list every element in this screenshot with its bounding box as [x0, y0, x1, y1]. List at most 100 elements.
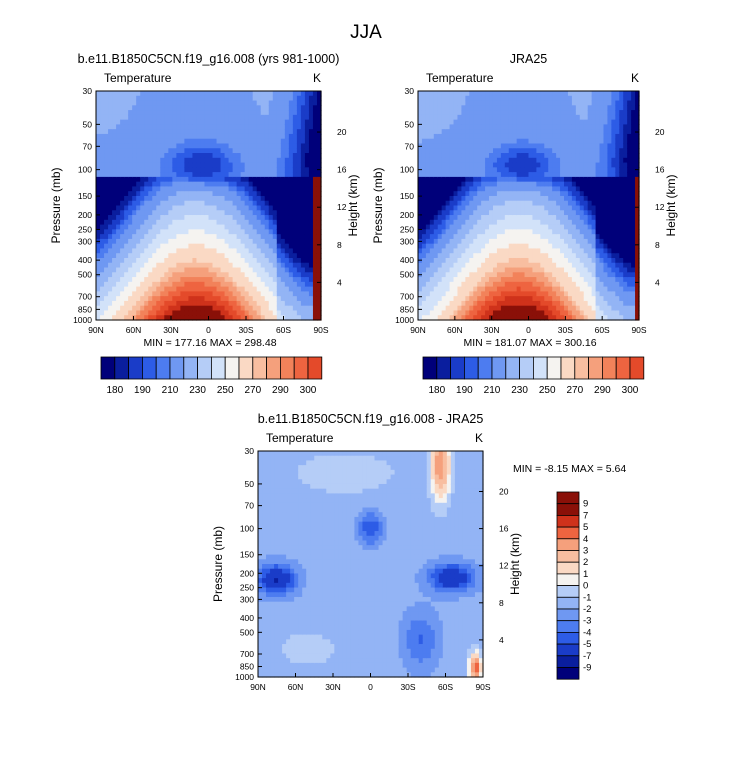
contour-cell	[587, 281, 593, 288]
contour-cell	[232, 119, 238, 125]
contour-cell	[128, 219, 133, 226]
contour-cell	[300, 110, 306, 116]
contour-cell	[236, 95, 242, 102]
contour-cell	[276, 253, 282, 259]
contour-cell	[152, 157, 157, 164]
contour-cell	[228, 186, 234, 192]
contour-cell	[212, 291, 218, 297]
contour-cell	[481, 257, 486, 264]
contour-cell	[244, 129, 250, 135]
contour-cell	[587, 262, 593, 269]
contour-cell	[492, 133, 498, 140]
contour-cell	[477, 305, 482, 312]
contour-cell	[421, 224, 427, 230]
contour-cell	[429, 157, 435, 164]
contour-cell	[587, 310, 593, 316]
contour-cell	[212, 124, 218, 130]
contour-cell	[240, 229, 246, 235]
contour-cell	[477, 138, 482, 145]
contour-cell	[232, 176, 238, 183]
contour-cell	[564, 310, 569, 316]
contour-cell	[591, 143, 597, 149]
contour-cell	[469, 272, 474, 278]
contour-cell	[276, 243, 282, 250]
contour-cell	[196, 300, 202, 307]
contour-cell	[208, 305, 214, 312]
contour-cell	[316, 153, 322, 159]
contour-cell	[595, 153, 601, 159]
contour-cell	[312, 305, 318, 312]
contour-cell	[172, 224, 177, 230]
contour-cell	[512, 210, 518, 216]
contour-cell	[260, 157, 266, 164]
contour-cell	[120, 219, 125, 226]
contour-cell	[236, 167, 242, 173]
contour-cell	[575, 172, 581, 178]
contour-cell	[288, 129, 294, 135]
contour-cell	[587, 157, 593, 164]
contour-cell	[296, 291, 302, 297]
contour-cell	[587, 114, 593, 121]
contour-cell	[477, 253, 482, 259]
contour-cell	[481, 305, 486, 312]
contour-cell	[308, 200, 314, 207]
contour-cell	[176, 110, 181, 116]
contour-cell	[116, 105, 121, 111]
contour-cell	[469, 167, 474, 173]
contour-cell	[116, 286, 121, 292]
contour-cell	[284, 110, 290, 116]
contour-cell	[108, 186, 113, 192]
contour-cell	[120, 267, 125, 273]
contour-cell	[496, 272, 502, 278]
contour-cell	[441, 219, 447, 226]
contour-cell	[591, 291, 597, 297]
contour-cell	[216, 105, 222, 111]
contour-cell	[148, 234, 153, 240]
contour-cell	[140, 267, 145, 273]
contour-cell	[296, 248, 302, 254]
contour-cell	[164, 234, 169, 240]
contour-cell	[496, 200, 502, 207]
contour-cell	[560, 238, 565, 245]
contour-cell	[116, 205, 121, 211]
contour-cell	[453, 234, 459, 240]
contour-cell	[481, 91, 486, 97]
contour-cell	[120, 315, 125, 321]
contour-cell	[116, 277, 121, 283]
contour-cell	[449, 100, 455, 106]
contour-cell	[304, 257, 310, 264]
contour-cell	[583, 110, 589, 116]
contour-cell	[116, 119, 121, 125]
contour-cell	[164, 296, 169, 302]
contour-cell	[304, 205, 310, 211]
contour-cell	[132, 138, 137, 145]
contour-cell	[492, 91, 498, 97]
contour-cell	[595, 176, 601, 183]
contour-cell	[556, 181, 561, 188]
contour-cell	[437, 257, 443, 264]
contour-cell	[528, 143, 534, 149]
contour-cell	[552, 100, 557, 106]
contour-cell	[489, 310, 494, 316]
contour-cell	[236, 191, 242, 197]
contour-cell	[160, 300, 165, 307]
contour-cell	[192, 243, 198, 250]
contour-cell	[236, 315, 242, 321]
contour-cell	[196, 153, 202, 159]
contour-cell	[300, 191, 306, 197]
contour-cell	[300, 267, 306, 273]
contour-cell	[112, 234, 117, 240]
contour-cell	[228, 157, 234, 164]
contour-cell	[564, 272, 569, 278]
contour-cell	[449, 210, 455, 216]
contour-cell	[200, 257, 206, 264]
contour-cell	[252, 167, 258, 173]
contour-cell	[208, 310, 214, 316]
contour-cell	[140, 205, 145, 211]
contour-cell	[140, 181, 145, 188]
contour-cell	[481, 248, 486, 254]
contour-cell	[437, 100, 443, 106]
contour-cell	[196, 224, 202, 230]
contour-cell	[473, 191, 478, 197]
contour-cell	[228, 224, 234, 230]
